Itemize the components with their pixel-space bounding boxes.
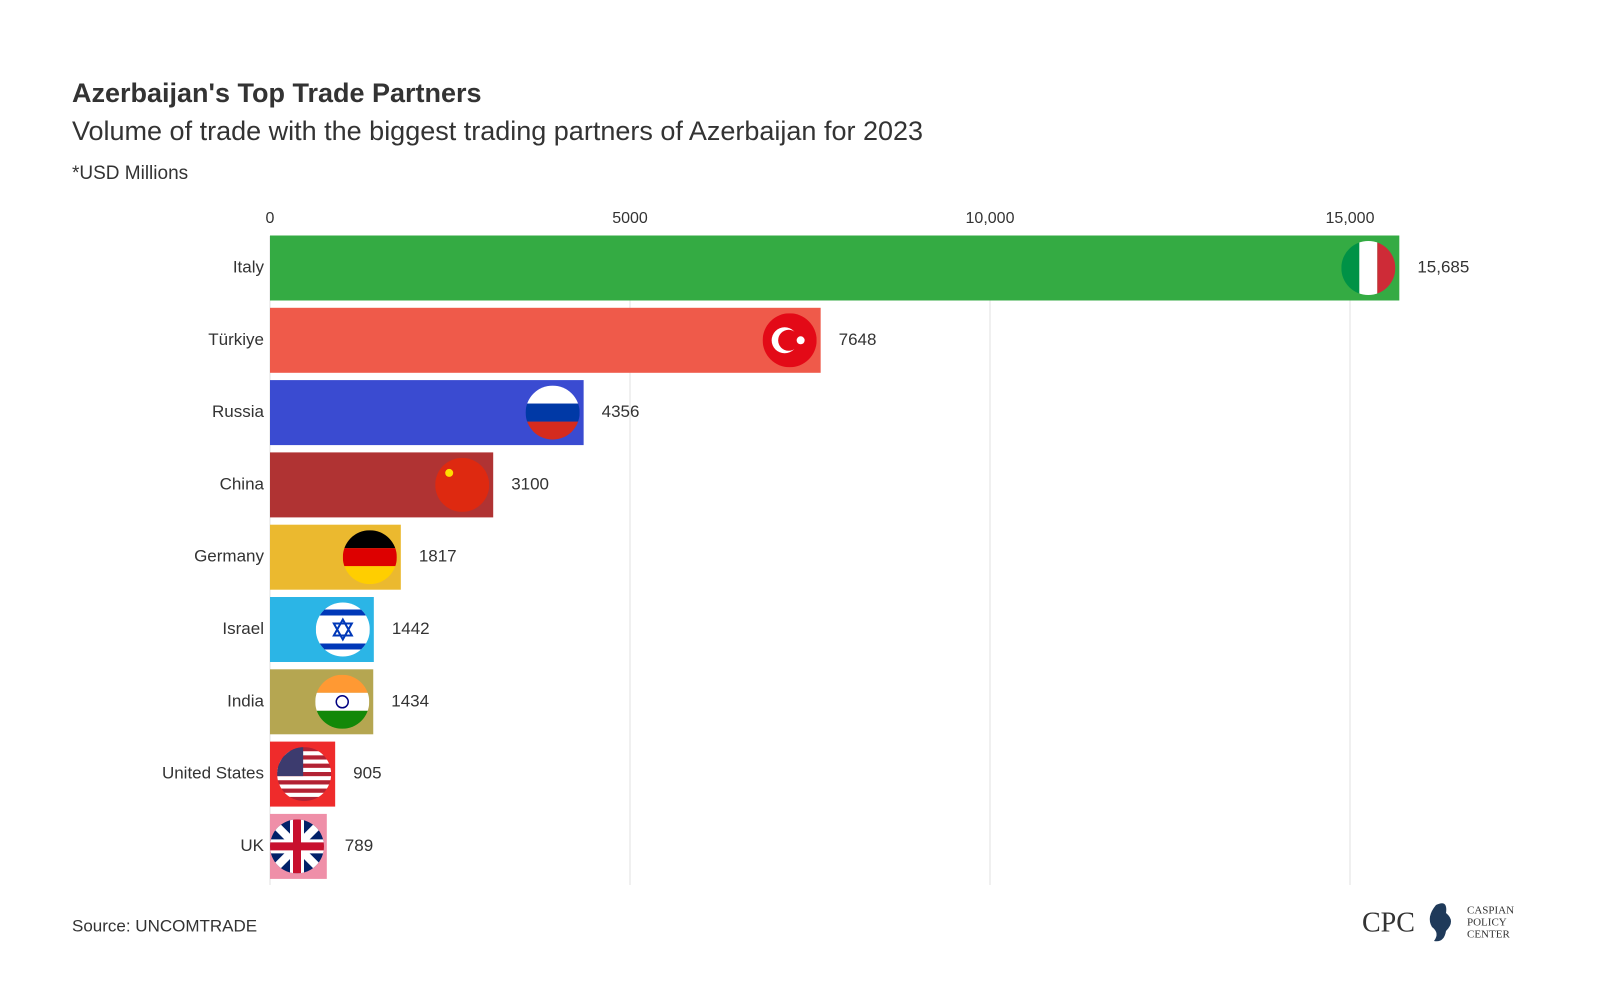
flag-part bbox=[342, 548, 397, 567]
flag bbox=[1341, 241, 1396, 295]
y-tick-label: China bbox=[220, 474, 265, 493]
flag-part bbox=[277, 772, 332, 777]
source: Source: UNCOMTRADE bbox=[72, 916, 257, 935]
value-label: 789 bbox=[345, 836, 373, 855]
flag-part bbox=[315, 609, 370, 616]
x-tick-label: 5000 bbox=[612, 210, 648, 227]
flag-part bbox=[277, 763, 332, 768]
flag-part bbox=[277, 776, 332, 781]
value-label: 905 bbox=[353, 764, 381, 783]
flag-part bbox=[1377, 241, 1396, 295]
logo-line: CASPIAN bbox=[1467, 905, 1514, 917]
flag-part bbox=[277, 759, 332, 764]
flag-part bbox=[342, 530, 397, 549]
logo-line: CENTER bbox=[1467, 929, 1510, 941]
flag-part bbox=[335, 695, 349, 709]
value-label: 1817 bbox=[419, 547, 457, 566]
flag bbox=[270, 819, 324, 874]
flag bbox=[435, 457, 490, 512]
y-tick-label: Germany bbox=[194, 547, 264, 566]
y-tick-label: India bbox=[227, 691, 264, 710]
flag-part bbox=[277, 755, 332, 760]
x-tick-label: 0 bbox=[266, 210, 275, 227]
flag bbox=[762, 313, 817, 368]
value-label: 15,685 bbox=[1417, 257, 1469, 276]
flag-part bbox=[277, 767, 332, 773]
logo-line: POLICY bbox=[1467, 917, 1507, 929]
y-tick-label: Israel bbox=[222, 619, 264, 638]
flag bbox=[315, 674, 370, 729]
logo-short: CPC bbox=[1362, 907, 1415, 938]
unit-note: *USD Millions bbox=[72, 163, 188, 184]
flag-part bbox=[277, 747, 332, 752]
flag-part bbox=[332, 617, 354, 642]
flag-part bbox=[270, 819, 324, 874]
flag-part bbox=[315, 710, 370, 729]
chart-title: Azerbaijan's Top Trade Partners bbox=[72, 78, 482, 108]
flag-part bbox=[1341, 241, 1360, 295]
flag-part bbox=[277, 796, 332, 802]
flag-part bbox=[525, 403, 580, 422]
y-tick-label: Italy bbox=[233, 257, 265, 276]
flag-part bbox=[315, 643, 370, 650]
flag-part bbox=[277, 788, 332, 793]
value-label: 3100 bbox=[511, 474, 549, 493]
chart-subtitle: Volume of trade with the biggest trading… bbox=[72, 116, 923, 146]
flag-part bbox=[315, 692, 370, 711]
flag-part bbox=[277, 751, 332, 756]
y-tick-label: Russia bbox=[212, 402, 265, 421]
flag-part bbox=[1359, 241, 1378, 295]
flag-part bbox=[796, 336, 805, 345]
flag bbox=[315, 602, 370, 657]
bar bbox=[270, 307, 821, 373]
logo-icon bbox=[1429, 903, 1451, 942]
flag bbox=[525, 385, 580, 440]
y-tick-label: United States bbox=[162, 764, 264, 783]
flag-part bbox=[277, 780, 332, 785]
x-tick-label: 10,000 bbox=[966, 210, 1015, 227]
flag-part bbox=[435, 457, 490, 512]
value-label: 4356 bbox=[602, 402, 640, 421]
flag-part bbox=[445, 468, 454, 477]
flag-part bbox=[277, 792, 332, 797]
flag-part bbox=[342, 566, 397, 585]
flag-part bbox=[525, 385, 580, 404]
bar bbox=[270, 235, 1400, 301]
flag-part bbox=[277, 784, 332, 789]
flag-part bbox=[525, 421, 580, 440]
y-tick-label: UK bbox=[240, 836, 264, 855]
flag bbox=[277, 747, 332, 802]
value-label: 1434 bbox=[391, 691, 429, 710]
y-tick-label: Türkiye bbox=[208, 330, 264, 349]
flag-part bbox=[315, 674, 370, 693]
value-label: 7648 bbox=[839, 330, 877, 349]
flag bbox=[342, 530, 397, 585]
flag-part bbox=[778, 329, 800, 351]
x-tick-label: 15,000 bbox=[1326, 210, 1375, 227]
value-label: 1442 bbox=[392, 619, 430, 638]
